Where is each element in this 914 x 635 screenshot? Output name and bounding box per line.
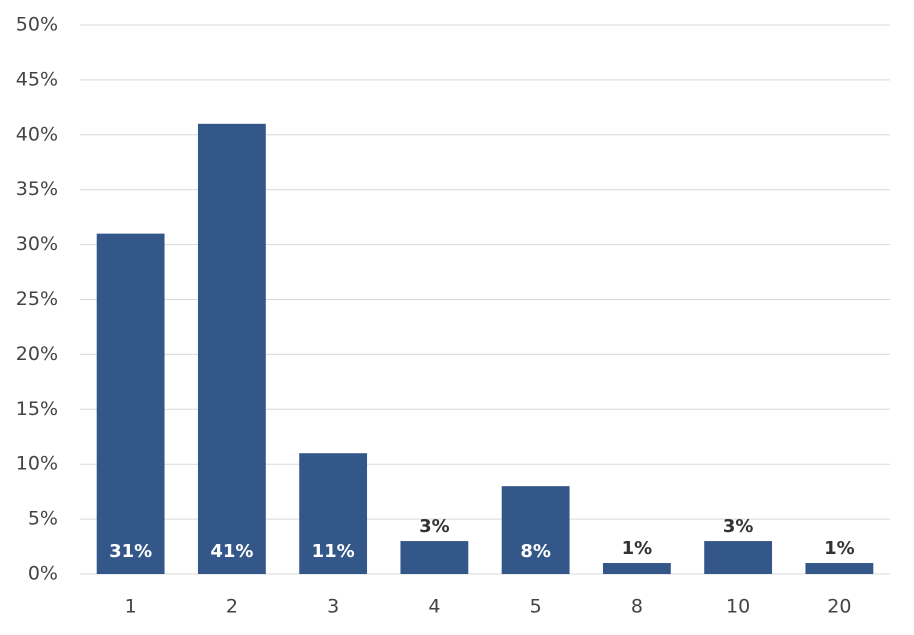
x-tick-label: 3	[327, 596, 339, 618]
value-label: 11%	[312, 541, 355, 562]
value-label: 8%	[520, 541, 551, 562]
x-tick-label: 8	[631, 596, 643, 618]
y-tick-label: 50%	[16, 14, 58, 36]
bar	[501, 486, 570, 574]
bar	[805, 563, 874, 574]
bar	[602, 563, 671, 574]
y-tick-label: 10%	[16, 453, 58, 475]
x-tick-label: 1	[125, 596, 137, 618]
y-tick-label: 40%	[16, 123, 58, 145]
y-tick-label: 45%	[16, 68, 58, 90]
bar	[704, 541, 773, 574]
x-tick-label: 4	[428, 596, 440, 618]
bar	[400, 541, 469, 574]
bar	[299, 453, 368, 574]
y-tick-label: 30%	[16, 233, 58, 255]
value-label: 3%	[723, 516, 754, 537]
x-tick-label: 5	[530, 596, 542, 618]
y-tick-label: 20%	[16, 343, 58, 365]
y-tick-label: 25%	[16, 288, 58, 310]
value-label: 41%	[210, 541, 253, 562]
y-tick-label: 5%	[28, 508, 58, 530]
value-label: 3%	[419, 516, 450, 537]
y-tick-label: 15%	[16, 398, 58, 420]
bar	[96, 233, 165, 574]
value-label: 31%	[109, 541, 152, 562]
x-tick-label: 10	[726, 596, 750, 618]
y-tick-label: 0%	[28, 563, 58, 585]
value-label: 1%	[824, 538, 855, 559]
y-tick-label: 35%	[16, 178, 58, 200]
x-tick-label: 2	[226, 596, 238, 618]
value-label: 1%	[622, 538, 653, 559]
bar	[197, 123, 266, 574]
x-tick-label: 20	[827, 596, 851, 618]
